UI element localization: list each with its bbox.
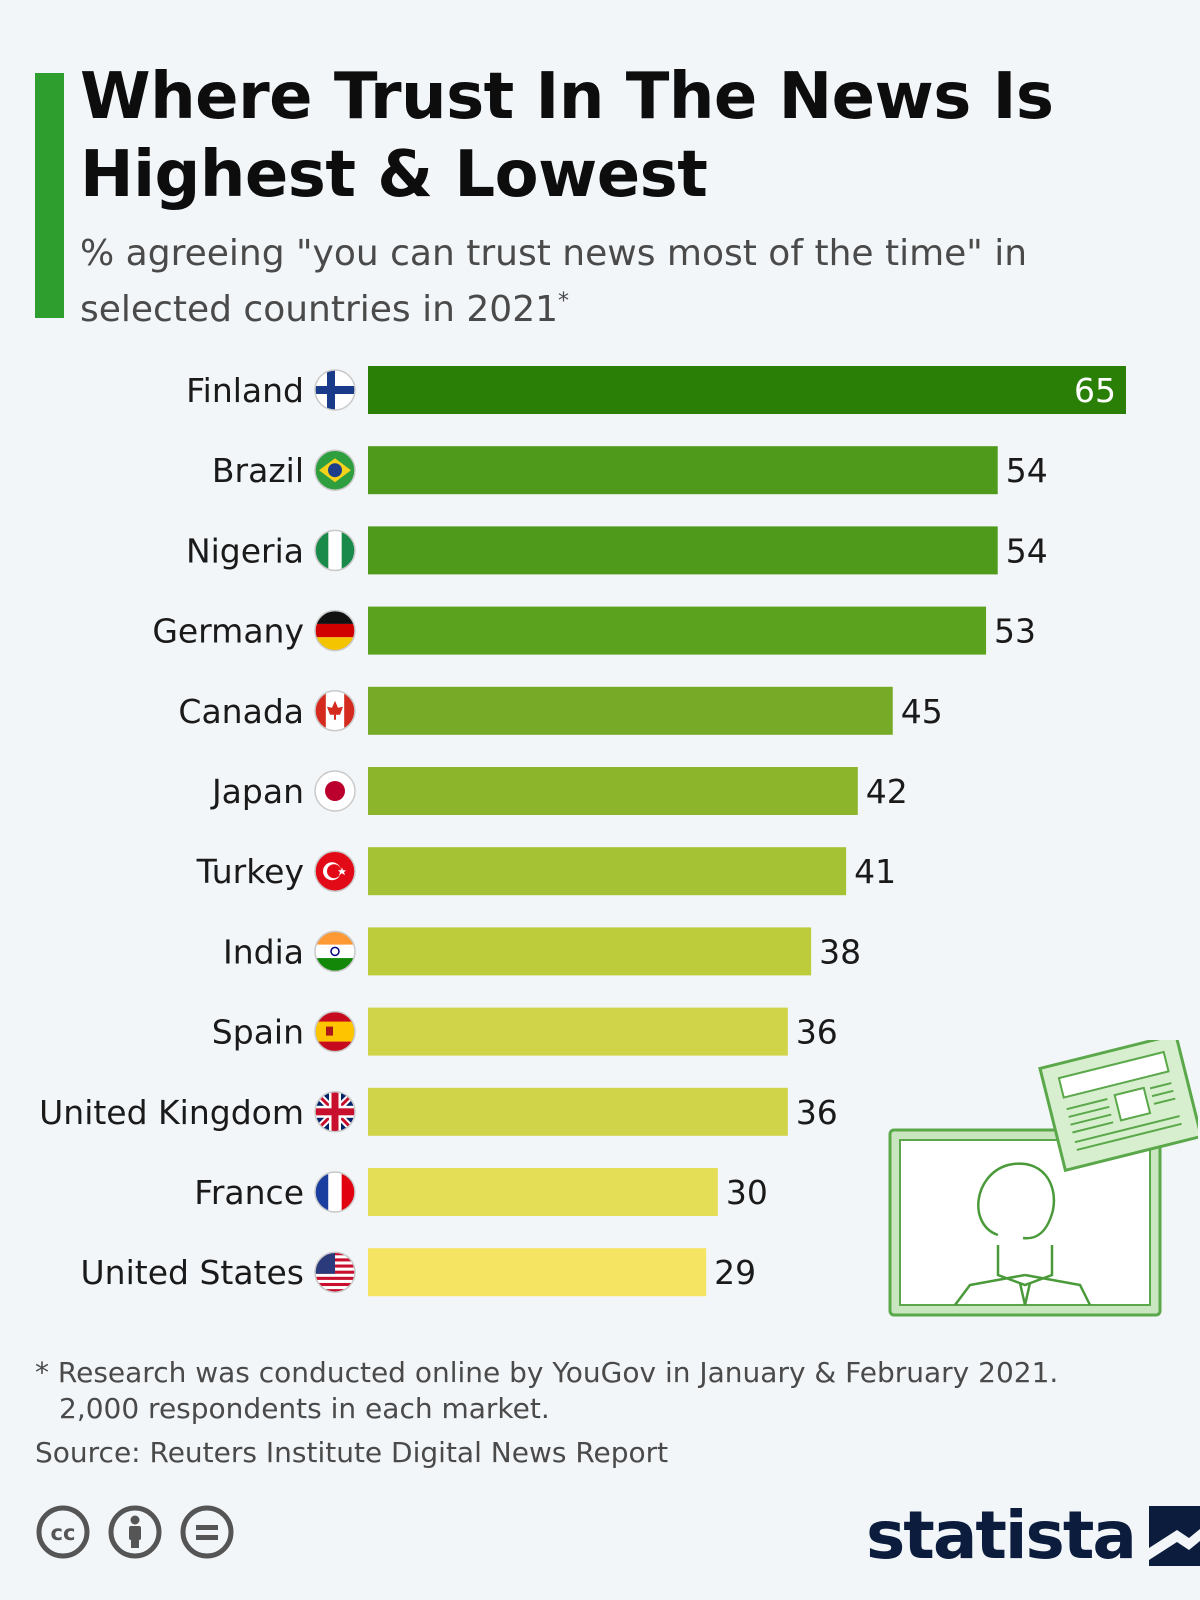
bar <box>368 686 893 735</box>
category-label: Germany <box>152 612 304 651</box>
usa-flag-icon <box>314 1251 356 1293</box>
footnote-line-1: * Research was conducted online by YouGo… <box>35 1356 1059 1389</box>
bar-row: Nigeria 54 <box>186 526 1048 575</box>
france-flag-icon <box>314 1171 356 1213</box>
statista-logo-icon <box>1148 1505 1200 1566</box>
bar <box>368 1168 718 1216</box>
value-label: 45 <box>901 692 943 731</box>
india-flag-icon <box>314 930 356 973</box>
category-label: Finland <box>186 371 304 410</box>
bar <box>368 767 858 815</box>
bar-row: Brazil 54 <box>212 446 1048 495</box>
statista-brand[interactable]: statista <box>866 1497 1200 1574</box>
bar-row: United States 29 <box>81 1248 756 1297</box>
uk-flag-icon <box>314 1091 356 1133</box>
bar-row: Germany 53 <box>152 606 1036 655</box>
spain-flag-icon <box>314 1010 356 1053</box>
accent-bar <box>35 73 64 318</box>
japan-flag-icon <box>314 770 356 812</box>
bar <box>368 606 987 655</box>
brazil-flag-icon <box>314 449 356 491</box>
footnote-line-2: 2,000 respondents in each market. <box>59 1392 550 1425</box>
bar-row: Spain 36 <box>212 1007 838 1056</box>
nigeria-flag-icon <box>314 529 356 572</box>
source-note: Source: Reuters Institute Digital News R… <box>35 1436 669 1469</box>
category-label: United States <box>81 1253 304 1292</box>
value-label: 65 <box>1074 371 1116 410</box>
bar <box>368 847 847 896</box>
brand-wordmark: statista <box>866 1497 1137 1574</box>
footnote: * Research was conducted online by YouGo… <box>35 1355 1155 1427</box>
category-label: Japan <box>210 772 304 811</box>
category-label: Canada <box>178 692 304 731</box>
value-label: 36 <box>796 1013 838 1052</box>
bar-row: Turkey 41 <box>196 847 896 896</box>
bar-row: Finland 65 <box>186 366 1126 414</box>
category-label: Spain <box>212 1013 304 1052</box>
chart-title: Where Trust In The News Is Highest & Low… <box>80 60 1054 212</box>
bar <box>368 927 812 976</box>
bar <box>368 366 1126 414</box>
value-label: 38 <box>819 932 861 971</box>
bar <box>368 1007 788 1056</box>
turkey-flag-icon <box>314 850 356 892</box>
bar <box>368 446 998 495</box>
category-label: India <box>223 932 304 971</box>
value-label: 53 <box>994 612 1036 651</box>
value-label: 36 <box>796 1093 838 1132</box>
value-label: 30 <box>726 1173 768 1212</box>
bar <box>368 526 998 575</box>
value-label: 29 <box>714 1253 756 1292</box>
news-anchor-illustration <box>888 1040 1198 1317</box>
value-label: 42 <box>866 772 908 811</box>
bar <box>368 1087 788 1136</box>
category-label: Turkey <box>196 852 304 891</box>
bar-row: India 38 <box>223 927 861 976</box>
canada-flag-icon <box>314 690 356 732</box>
subtitle-footnote-mark: * <box>558 289 570 314</box>
value-label: 54 <box>1006 451 1048 490</box>
chart-subtitle: % agreeing "you can trust news most of t… <box>80 230 1130 334</box>
no-derivatives-icon[interactable] <box>180 1505 234 1559</box>
svg-text:cc: cc <box>51 1521 76 1545</box>
bar-row: United Kingdom 36 <box>39 1087 838 1136</box>
finland-flag-icon <box>314 369 356 411</box>
bar-row: Canada 45 <box>178 686 943 735</box>
category-label: France <box>194 1173 304 1212</box>
category-label: Nigeria <box>186 531 304 570</box>
bar-row: France 30 <box>194 1168 768 1216</box>
bar-row: Japan 42 <box>210 767 908 815</box>
germany-flag-icon <box>314 609 356 652</box>
bar-chart: Finland 65 Brazil 54 Nigeria 54 Germany 53 Canad… <box>39 366 1126 1297</box>
category-label: Brazil <box>212 451 304 490</box>
attribution-icon[interactable] <box>108 1505 162 1559</box>
category-label: United Kingdom <box>39 1093 304 1132</box>
value-label: 54 <box>1006 531 1048 570</box>
subtitle-text: % agreeing "you can trust news most of t… <box>80 233 1028 330</box>
bar <box>368 1248 707 1297</box>
creative-commons-icon[interactable]: cc <box>36 1505 90 1559</box>
value-label: 41 <box>854 852 896 891</box>
